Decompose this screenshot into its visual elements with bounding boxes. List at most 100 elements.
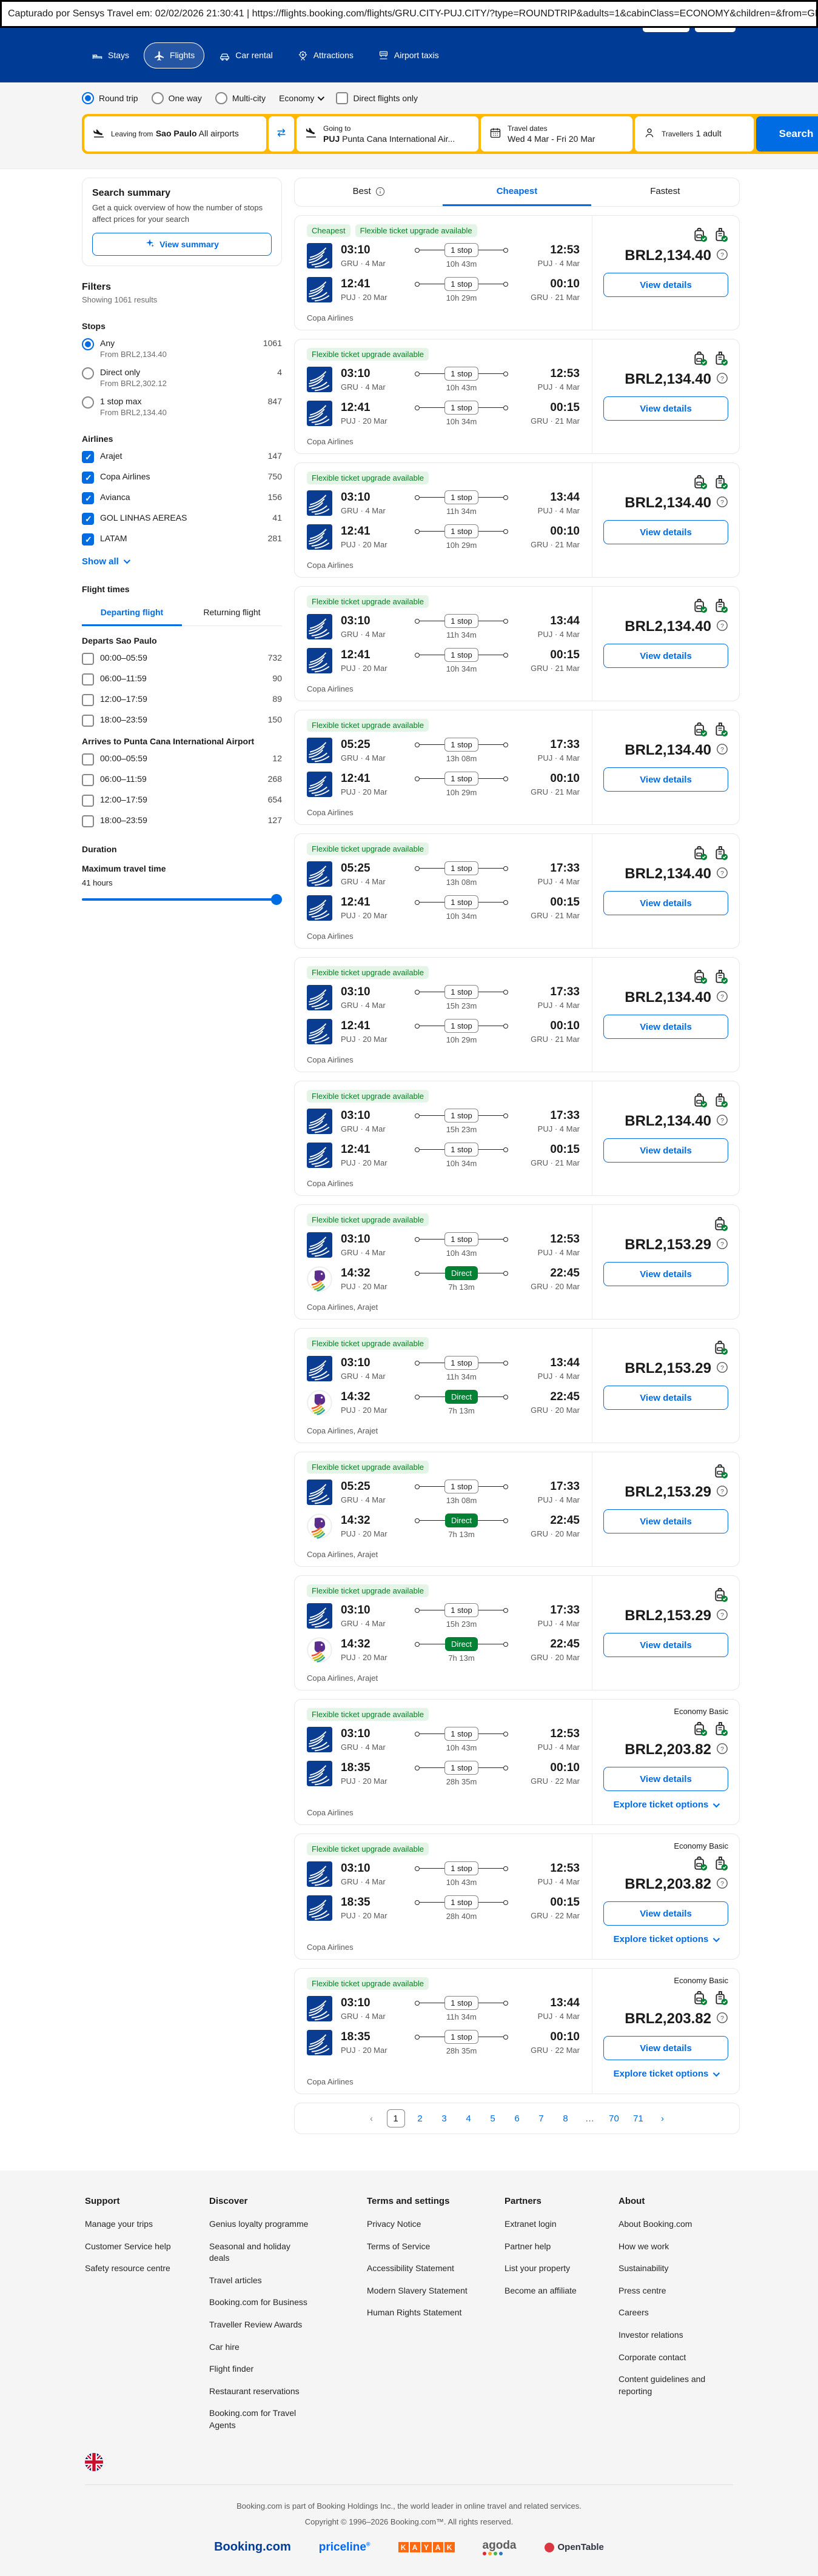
checkbox-control[interactable] — [82, 815, 94, 827]
stops-option-1-stop-max[interactable]: 1 stop max From BRL2,134.40 847 — [82, 396, 282, 417]
radio-control[interactable] — [82, 338, 94, 350]
view-details-button[interactable]: View details — [603, 273, 728, 297]
footer-link[interactable]: Manage your trips — [85, 2219, 153, 2229]
footer-link[interactable]: Investor relations — [619, 2329, 683, 2340]
view-details-button[interactable]: View details — [603, 1015, 728, 1039]
footer-link[interactable]: Flight finder — [209, 2364, 254, 2374]
checkbox-control[interactable] — [82, 533, 94, 546]
radio-control[interactable] — [82, 367, 94, 379]
sort-tab-best[interactable]: Best — [295, 178, 443, 206]
price-info-icon[interactable]: ? — [716, 619, 728, 635]
nav-tab-flights[interactable]: Flights — [144, 42, 205, 68]
cut-off-header-button[interactable] — [695, 28, 736, 32]
time-range-filter[interactable]: 18:00–23:59 127 — [82, 815, 282, 827]
radio-control[interactable] — [151, 92, 164, 104]
view-details-button[interactable]: View details — [603, 1138, 728, 1163]
footer-link[interactable]: Travel articles — [209, 2275, 262, 2285]
explore-ticket-options-link[interactable]: Explore ticket options — [614, 1934, 720, 1944]
stops-option-direct-only[interactable]: Direct only From BRL2,302.12 4 — [82, 367, 282, 388]
nav-tab-car-rental[interactable]: Car rental — [209, 42, 282, 68]
sort-tab-fastest[interactable]: Fastest — [591, 178, 739, 206]
duration-slider-track[interactable] — [82, 898, 282, 901]
checkbox-control[interactable] — [82, 714, 94, 727]
view-details-button[interactable]: View details — [603, 1386, 728, 1410]
duration-slider[interactable] — [82, 893, 282, 906]
footer-link[interactable]: Customer Service help — [85, 2241, 171, 2251]
swap-origin-destination-button[interactable] — [269, 116, 294, 152]
language-flag-uk-icon[interactable] — [85, 2452, 103, 2471]
checkbox-control[interactable] — [82, 450, 94, 463]
search-button[interactable]: Search — [756, 116, 818, 152]
checkbox-control[interactable] — [82, 471, 94, 484]
radio-control[interactable] — [82, 92, 94, 104]
price-info-icon[interactable]: ? — [716, 372, 728, 387]
trip-type-round-trip[interactable]: Round trip — [82, 92, 138, 104]
checkbox-control[interactable] — [82, 794, 94, 807]
price-info-icon[interactable]: ? — [716, 2012, 728, 2027]
airline-filter-arajet[interactable]: Arajet 147 — [82, 450, 282, 463]
footer-link[interactable]: Booking.com for Business — [209, 2297, 307, 2307]
price-info-icon[interactable]: ? — [716, 867, 728, 882]
airline-filter-latam[interactable]: LATAM 281 — [82, 533, 282, 546]
radio-control[interactable] — [215, 92, 227, 104]
pagination-page-6[interactable]: 6 — [514, 2113, 520, 2124]
time-range-filter[interactable]: 00:00–05:59 732 — [82, 652, 282, 665]
sort-tab-cheapest[interactable]: Cheapest — [443, 178, 591, 206]
pagination-page-3[interactable]: 3 — [441, 2113, 447, 2124]
pagination-next[interactable]: › — [661, 2113, 664, 2124]
pagination-previous[interactable]: ‹ — [370, 2113, 373, 2124]
travellers-field[interactable]: Travellers 1 adult — [635, 116, 754, 152]
flight-times-tab-returning-flight[interactable]: Returning flight — [182, 601, 282, 626]
footer-link[interactable]: Become an affiliate — [505, 2285, 577, 2295]
price-info-icon[interactable]: ? — [716, 1238, 728, 1253]
time-range-filter[interactable]: 12:00–17:59 654 — [82, 794, 282, 807]
duration-slider-handle[interactable] — [271, 893, 282, 905]
price-info-icon[interactable]: ? — [716, 1877, 728, 1892]
time-range-filter[interactable]: 18:00–23:59 150 — [82, 714, 282, 727]
cabin-class-dropdown[interactable]: Economy — [279, 93, 325, 103]
airline-filter-copa-airlines[interactable]: Copa Airlines 750 — [82, 471, 282, 484]
pagination-page-4[interactable]: 4 — [466, 2113, 471, 2124]
nav-tab-stays[interactable]: Stays — [82, 42, 139, 68]
view-details-button[interactable]: View details — [603, 1633, 728, 1657]
footer-link[interactable]: Modern Slavery Statement — [367, 2285, 468, 2295]
footer-link[interactable]: Human Rights Statement — [367, 2307, 462, 2318]
pagination-page-7[interactable]: 7 — [538, 2113, 544, 2124]
footer-link[interactable]: Accessibility Statement — [367, 2263, 454, 2274]
pagination-page-8[interactable]: 8 — [563, 2113, 568, 2124]
explore-ticket-options-link[interactable]: Explore ticket options — [614, 1800, 720, 1810]
airline-filter-gol-linhas-aereas[interactable]: GOL LINHAS AEREAS 41 — [82, 512, 282, 525]
footer-link[interactable]: Corporate contact — [619, 2352, 686, 2362]
time-range-filter[interactable]: 06:00–11:59 268 — [82, 773, 282, 786]
pagination-page-5[interactable]: 5 — [490, 2113, 495, 2124]
show-all-airlines-link[interactable]: Show all — [82, 556, 130, 567]
checkbox-control[interactable] — [82, 512, 94, 525]
airline-filter-avianca[interactable]: Avianca 156 — [82, 492, 282, 504]
view-details-button[interactable]: View details — [603, 1901, 728, 1926]
stops-option-any[interactable]: Any From BRL2,134.40 1061 — [82, 338, 282, 359]
view-details-button[interactable]: View details — [603, 2036, 728, 2060]
pagination-page-1[interactable]: 1 — [386, 2109, 405, 2127]
checkbox-control[interactable] — [82, 773, 94, 786]
time-range-filter[interactable]: 06:00–11:59 90 — [82, 673, 282, 686]
leaving-from-field[interactable]: Leaving from Sao Paulo All airports — [84, 116, 266, 152]
footer-link[interactable]: Terms of Service — [367, 2241, 431, 2251]
footer-link[interactable]: Booking.com for Travel Agents — [209, 2408, 297, 2430]
footer-link[interactable]: Content guidelines and reporting — [619, 2374, 706, 2396]
footer-link[interactable]: Restaurant reservations — [209, 2386, 300, 2396]
pagination-page-70[interactable]: 70 — [609, 2113, 619, 2124]
footer-link[interactable]: Car hire — [209, 2341, 240, 2352]
checkbox-control[interactable] — [82, 693, 94, 706]
footer-link[interactable]: List your property — [505, 2263, 571, 2274]
time-range-filter[interactable]: 12:00–17:59 89 — [82, 693, 282, 706]
footer-link[interactable]: How we work — [619, 2241, 669, 2251]
checkbox-control[interactable] — [82, 492, 94, 504]
pagination-page-2[interactable]: 2 — [417, 2113, 423, 2124]
footer-link[interactable]: Safety resource centre — [85, 2263, 170, 2274]
pagination-page-71[interactable]: 71 — [633, 2113, 643, 2124]
price-info-icon[interactable]: ? — [716, 249, 728, 264]
footer-link[interactable]: Partner help — [505, 2241, 551, 2251]
nav-tab-attractions[interactable]: Attractions — [287, 42, 363, 68]
view-details-button[interactable]: View details — [603, 520, 728, 544]
trip-type-one-way[interactable]: One way — [151, 92, 202, 104]
